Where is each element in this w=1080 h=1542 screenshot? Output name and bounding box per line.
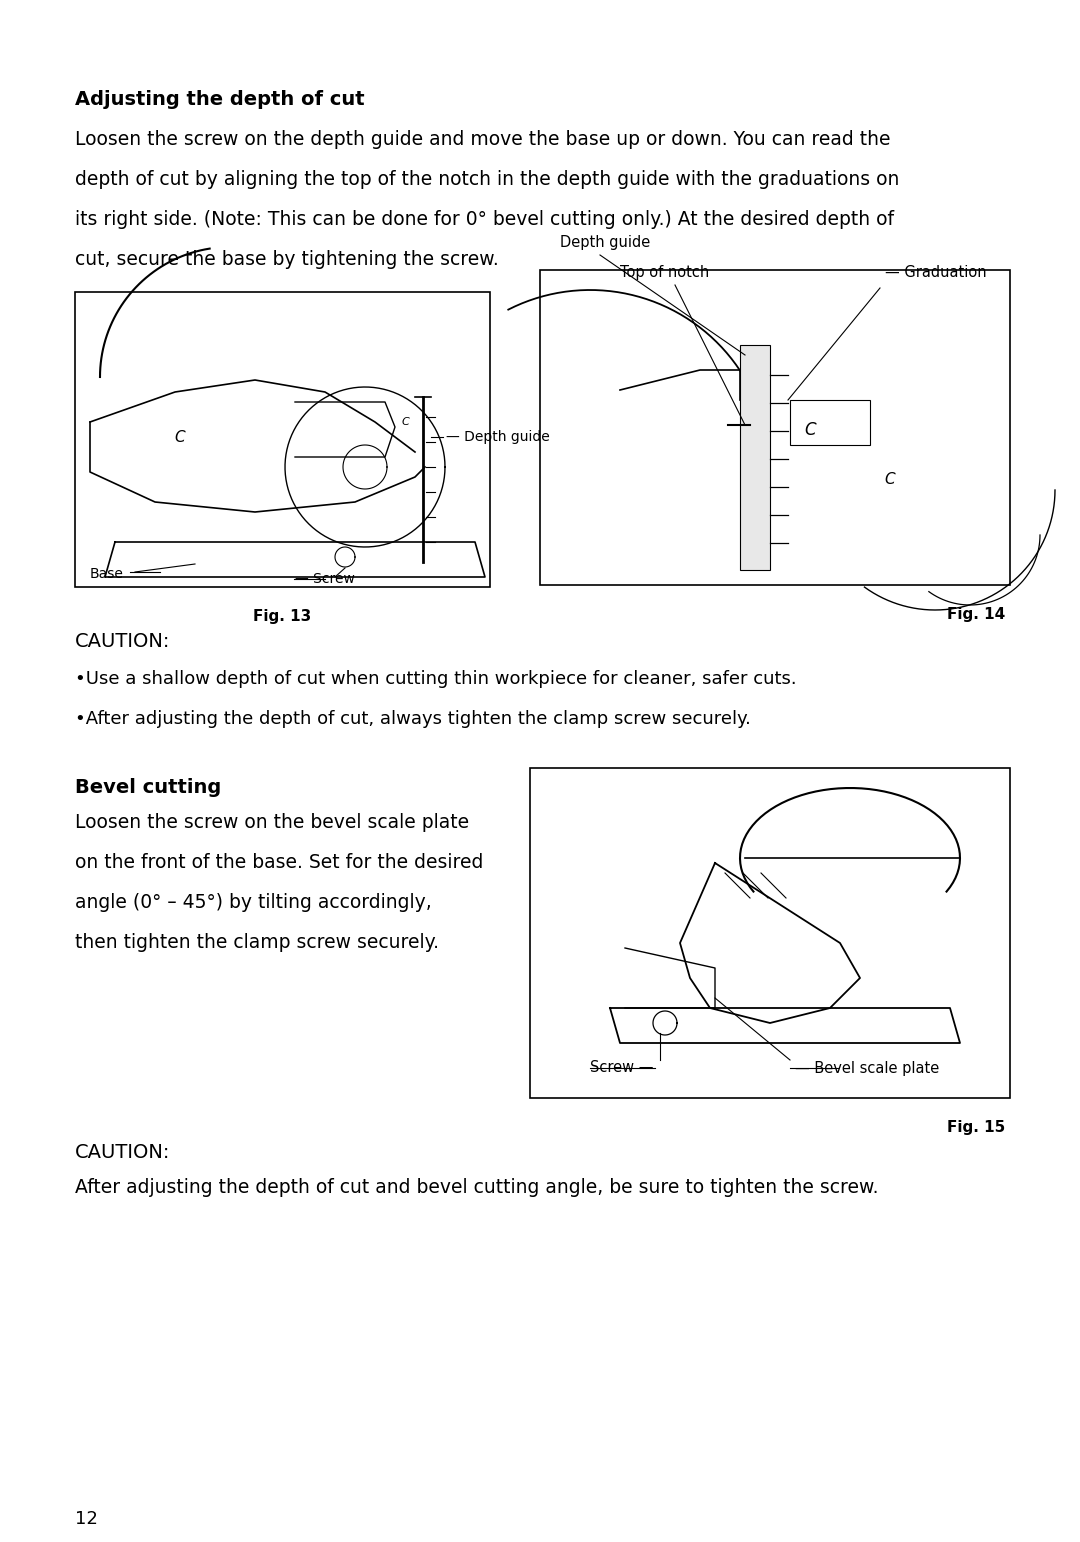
Bar — [540, 270, 1010, 584]
Text: — Graduation: — Graduation — [885, 265, 987, 281]
Text: CAUTION:: CAUTION: — [75, 1143, 171, 1163]
Text: Screw —: Screw — — [590, 1061, 653, 1075]
Text: angle (0° – 45°) by tilting accordingly,: angle (0° – 45°) by tilting accordingly, — [75, 893, 432, 911]
Bar — [740, 345, 770, 571]
Text: Fig. 15: Fig. 15 — [947, 1119, 1005, 1135]
Bar — [789, 399, 870, 446]
Text: Fig. 14: Fig. 14 — [947, 608, 1005, 621]
Text: C: C — [805, 421, 815, 439]
Text: Depth guide: Depth guide — [561, 234, 650, 250]
Text: — Bevel scale plate: — Bevel scale plate — [795, 1061, 940, 1075]
Text: C: C — [175, 430, 186, 444]
Text: — Depth guide: — Depth guide — [446, 430, 550, 444]
Text: — Screw: — Screw — [295, 572, 355, 586]
Text: depth of cut by aligning the top of the notch in the depth guide with the gradua: depth of cut by aligning the top of the … — [75, 170, 900, 190]
Text: C: C — [885, 472, 895, 487]
Text: •Use a shallow depth of cut when cutting thin workpiece for cleaner, safer cuts.: •Use a shallow depth of cut when cutting… — [75, 671, 797, 688]
Text: CAUTION:: CAUTION: — [75, 632, 171, 651]
Text: Fig. 13: Fig. 13 — [254, 609, 312, 625]
Text: on the front of the base. Set for the desired: on the front of the base. Set for the de… — [75, 853, 484, 871]
Text: Loosen the screw on the depth guide and move the base up or down. You can read t: Loosen the screw on the depth guide and … — [75, 130, 891, 150]
Text: Base: Base — [90, 567, 124, 581]
Text: Loosen the screw on the bevel scale plate: Loosen the screw on the bevel scale plat… — [75, 813, 469, 833]
Text: cut, secure the base by tightening the screw.: cut, secure the base by tightening the s… — [75, 250, 499, 268]
Text: Bevel cutting: Bevel cutting — [75, 779, 221, 797]
Text: After adjusting the depth of cut and bevel cutting angle, be sure to tighten the: After adjusting the depth of cut and bev… — [75, 1178, 878, 1197]
Text: •After adjusting the depth of cut, always tighten the clamp screw securely.: •After adjusting the depth of cut, alway… — [75, 709, 751, 728]
Text: its right side. (Note: This can be done for 0° bevel cutting only.) At the desir: its right side. (Note: This can be done … — [75, 210, 894, 230]
Text: Adjusting the depth of cut: Adjusting the depth of cut — [75, 89, 365, 109]
Text: then tighten the clamp screw securely.: then tighten the clamp screw securely. — [75, 933, 438, 951]
Bar — [75, 291, 490, 588]
Text: C: C — [401, 416, 409, 427]
Text: Top of notch: Top of notch — [620, 265, 710, 281]
Bar — [530, 768, 1010, 1098]
Text: 12: 12 — [75, 1510, 98, 1528]
